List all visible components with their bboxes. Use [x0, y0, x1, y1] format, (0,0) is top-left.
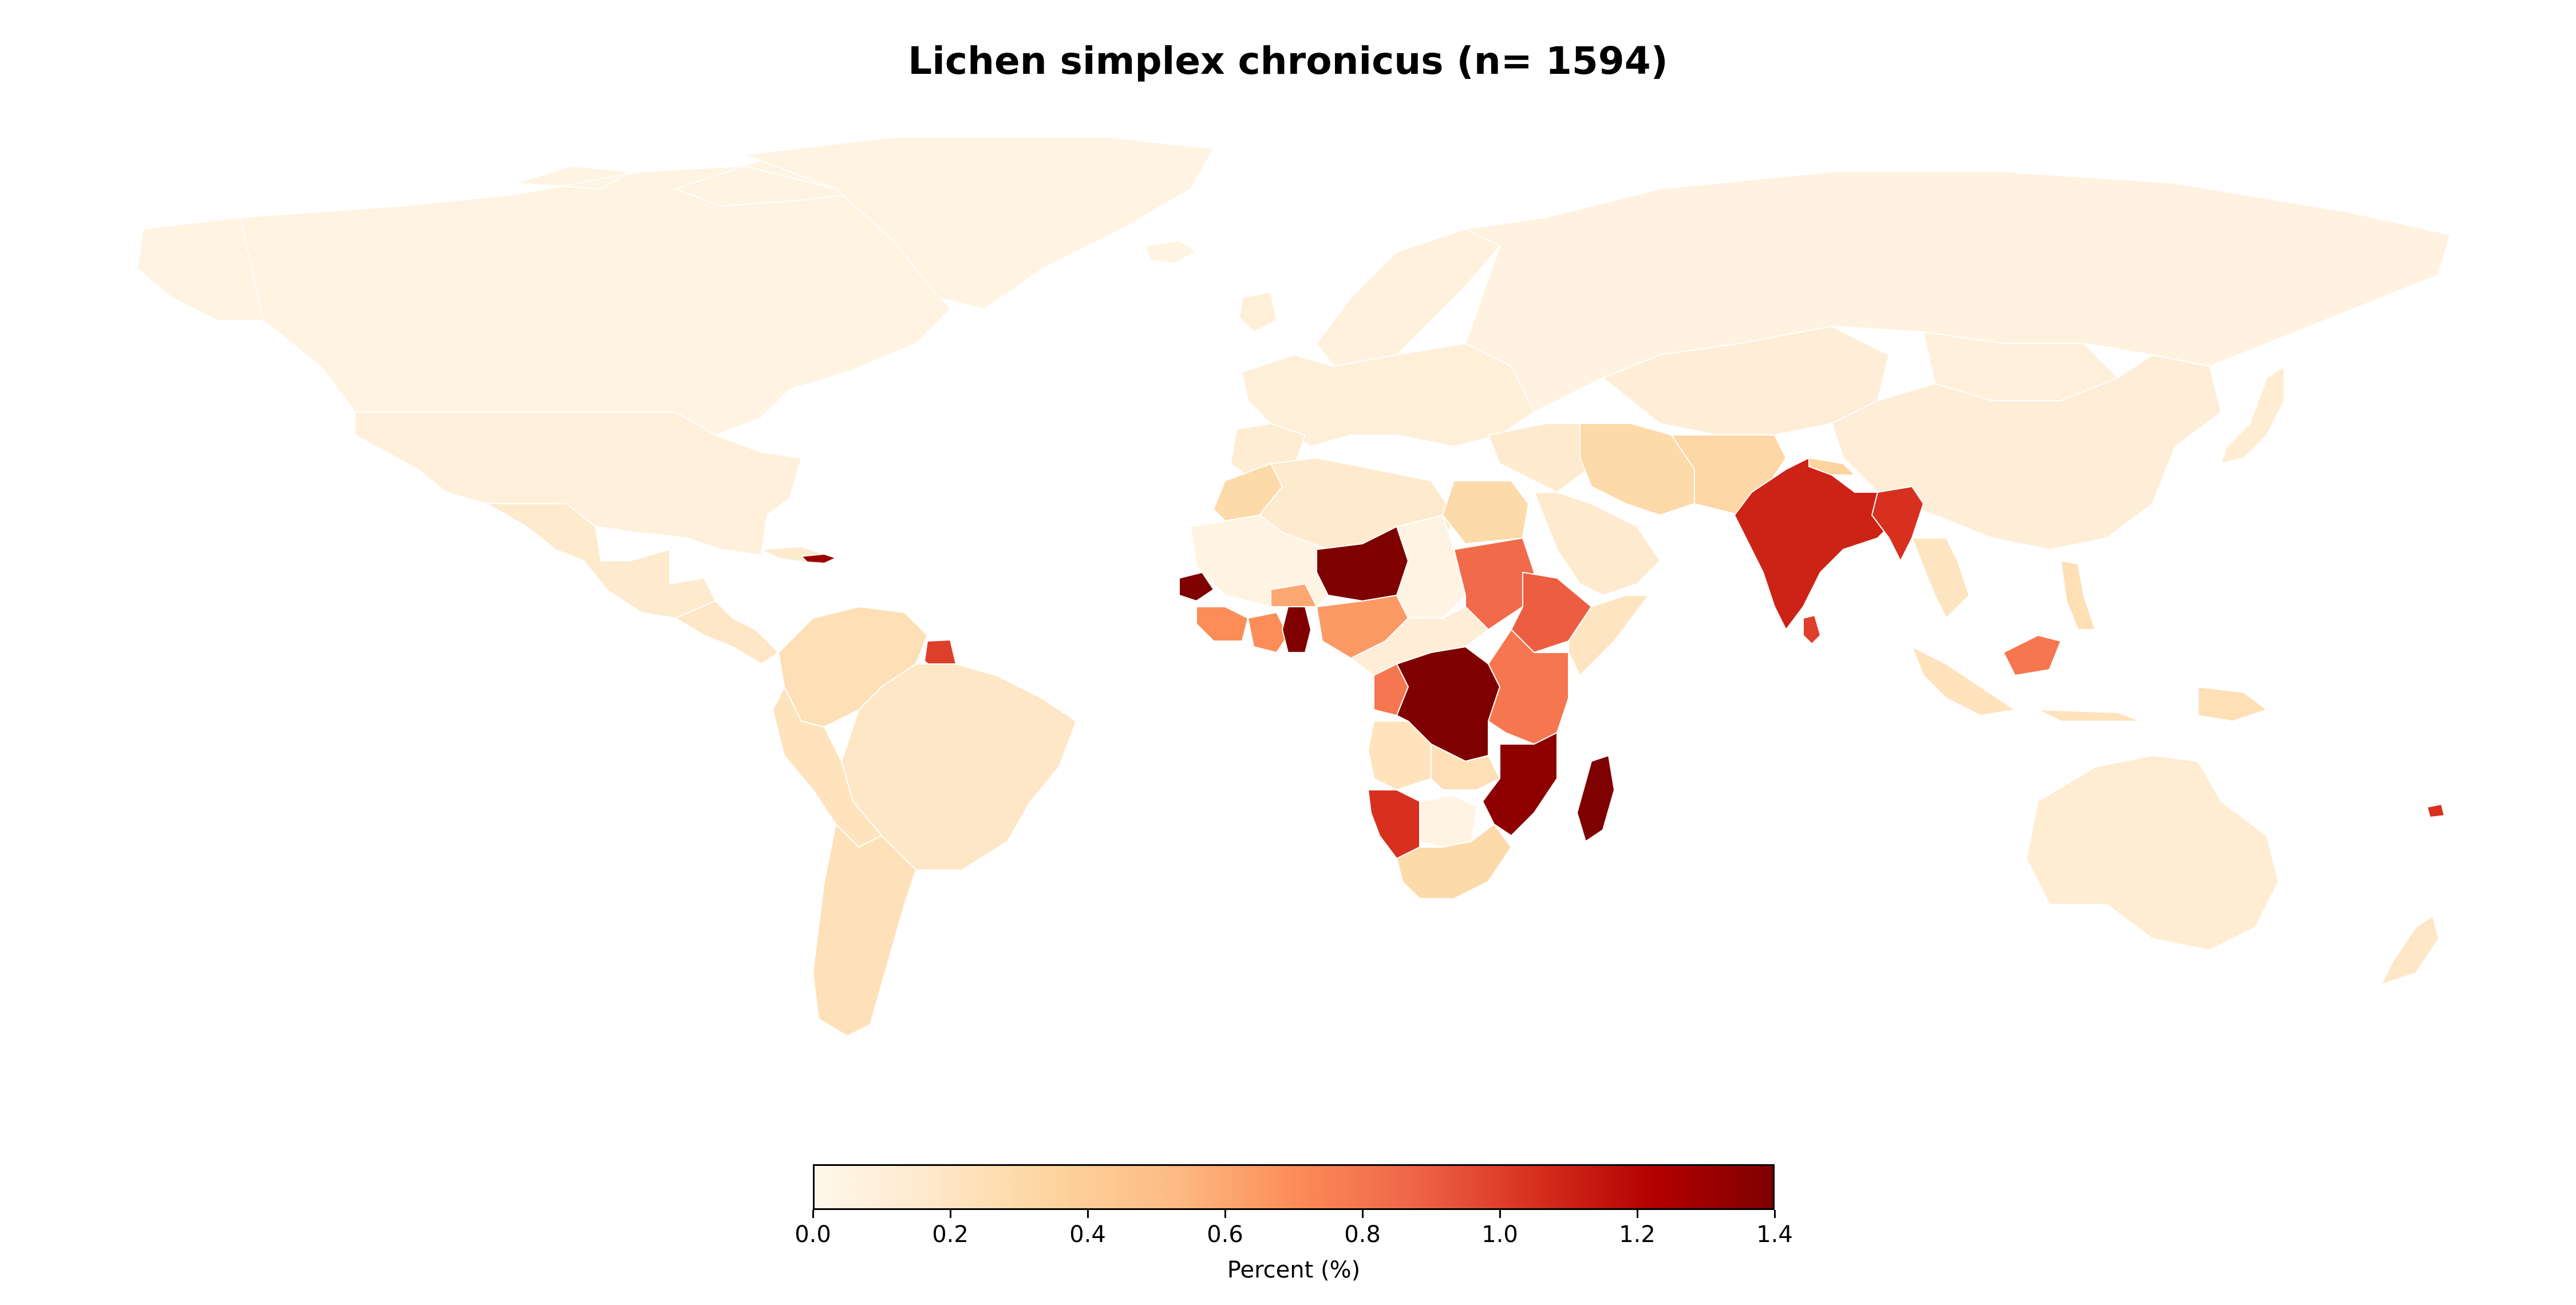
- region-madagascar: [1577, 755, 1615, 842]
- region-zambia: [1431, 744, 1500, 790]
- region-fiji: [2427, 804, 2445, 818]
- region-guinea-sierra-leone: [1196, 606, 1249, 642]
- region-new-zealand: [2381, 915, 2439, 985]
- region-mexico: [486, 503, 716, 619]
- region-south-africa: [1396, 824, 1512, 899]
- region-senegal: [1179, 572, 1214, 602]
- region-sudan: [1453, 537, 1535, 630]
- region-indonesia: [1911, 646, 2142, 722]
- map-title: Lichen simplex chronicus (n= 1594): [908, 39, 1668, 83]
- region-papua-new-guinea: [2198, 686, 2267, 722]
- region-somalia: [1568, 595, 1649, 676]
- region-iceland: [1144, 240, 1197, 264]
- region-uganda-kenya-tanzania: [1488, 629, 1569, 745]
- region-ghana: [1282, 606, 1311, 653]
- region-haiti: [801, 553, 836, 564]
- region-burkina-faso: [1270, 583, 1317, 607]
- region-egypt: [1442, 480, 1529, 544]
- region-borneo-malaysia: [2003, 635, 2061, 676]
- region-australia: [2026, 755, 2279, 951]
- region-ethiopia: [1511, 572, 1592, 653]
- region-argentina-chile: [812, 824, 916, 1037]
- region-greenland: [744, 137, 1214, 310]
- region-united-states: [354, 412, 802, 556]
- region-southeast-asia: [1911, 537, 1970, 619]
- region-iran: [1579, 423, 1695, 516]
- region-bangladesh-myanmar: [1871, 486, 1924, 561]
- region-china: [1831, 354, 2222, 550]
- region-arabian-peninsula: [1534, 492, 1661, 596]
- region-sri-lanka: [1803, 615, 1821, 644]
- region-alaska: [137, 217, 264, 321]
- region-mozambique-zimbabwe-malawi: [1482, 732, 1558, 836]
- region-ivory-coast: [1247, 612, 1289, 653]
- region-namibia: [1368, 789, 1420, 859]
- region-angola: [1368, 721, 1432, 790]
- region-botswana: [1419, 795, 1477, 848]
- region-philippines: [2060, 560, 2096, 630]
- region-nepal: [1808, 457, 1855, 476]
- region-japan: [2221, 366, 2285, 464]
